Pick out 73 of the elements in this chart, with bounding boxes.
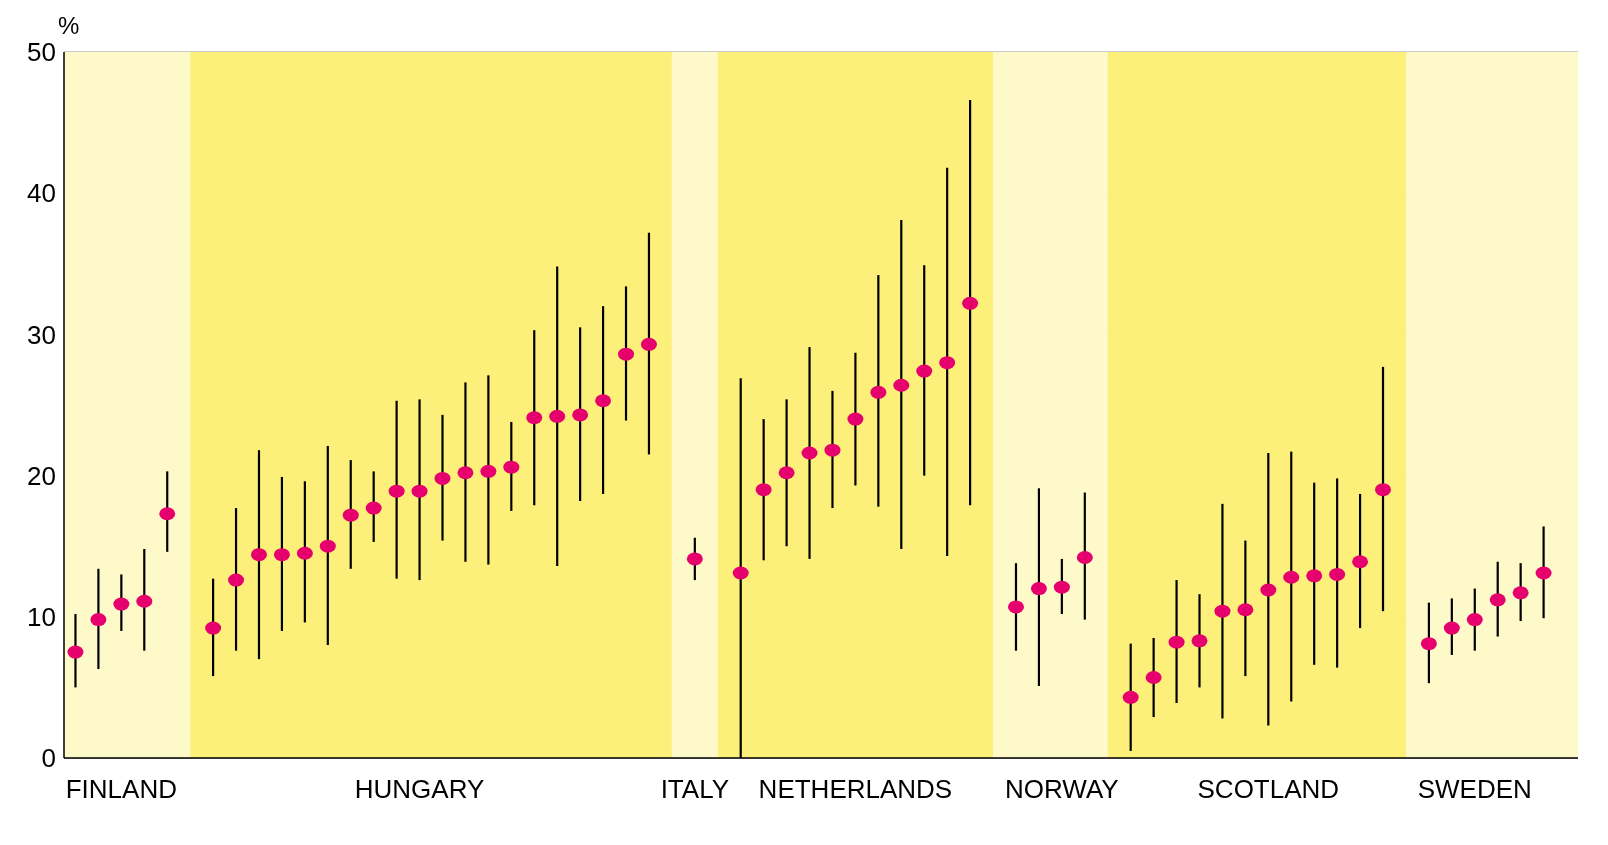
point [870,385,887,399]
x-tick-label: NORWAY [1005,774,1119,805]
point [962,296,979,310]
y-axis-title: % [58,12,80,40]
point [618,347,635,361]
point [1535,566,1552,580]
point [1420,637,1437,651]
point [847,412,864,426]
point [1053,580,1070,594]
point [457,466,474,480]
point [296,546,313,560]
point [916,364,933,378]
x-tick-label: FINLAND [65,774,177,805]
point [1352,555,1369,569]
point [67,645,84,659]
point [1076,551,1093,564]
point [503,460,520,474]
point [1145,671,1162,685]
y-tick-label: 20 [27,460,56,491]
point [1375,483,1392,497]
y-tick-label: 40 [27,178,56,209]
x-tick-label: NETHERLANDS [758,774,953,805]
point [1007,600,1024,614]
x-tick-label: ITALY [660,774,730,805]
point [113,597,130,611]
point [1214,604,1231,618]
x-tick-label: HUNGARY [354,774,485,805]
point [480,464,497,478]
y-tick-label: 30 [27,319,56,350]
point [1191,634,1208,648]
y-tick-label: 10 [27,602,56,633]
point [273,548,290,562]
y-tick-label: 50 [27,37,56,68]
point [686,552,703,566]
point [572,408,589,422]
point [778,466,795,480]
point [250,548,267,562]
point [1168,635,1185,649]
point [1237,603,1254,617]
point [893,378,910,392]
point [1260,583,1277,597]
point [640,337,657,351]
point [411,484,428,498]
point [1283,570,1300,584]
point [801,446,818,460]
point [1030,582,1047,596]
point [939,356,956,370]
y-tick-label: 0 [41,743,56,774]
point [1512,586,1529,600]
point [319,539,336,553]
point [526,411,543,425]
point [365,501,382,515]
point [1443,621,1460,635]
point [1489,593,1506,607]
point [824,443,841,457]
point [388,484,405,498]
point [755,483,772,497]
point [595,394,612,408]
point [549,409,566,423]
point [1329,567,1346,581]
point [434,471,451,485]
point [342,508,359,522]
point [136,594,153,608]
point [228,573,245,587]
point [90,613,107,627]
point [159,507,176,521]
point [1466,613,1483,627]
point [732,566,749,580]
x-tick-label: SCOTLAND [1197,774,1340,805]
point [1306,569,1323,583]
x-tick-label: SWEDEN [1417,774,1532,805]
point [205,621,222,635]
point [1122,690,1139,704]
